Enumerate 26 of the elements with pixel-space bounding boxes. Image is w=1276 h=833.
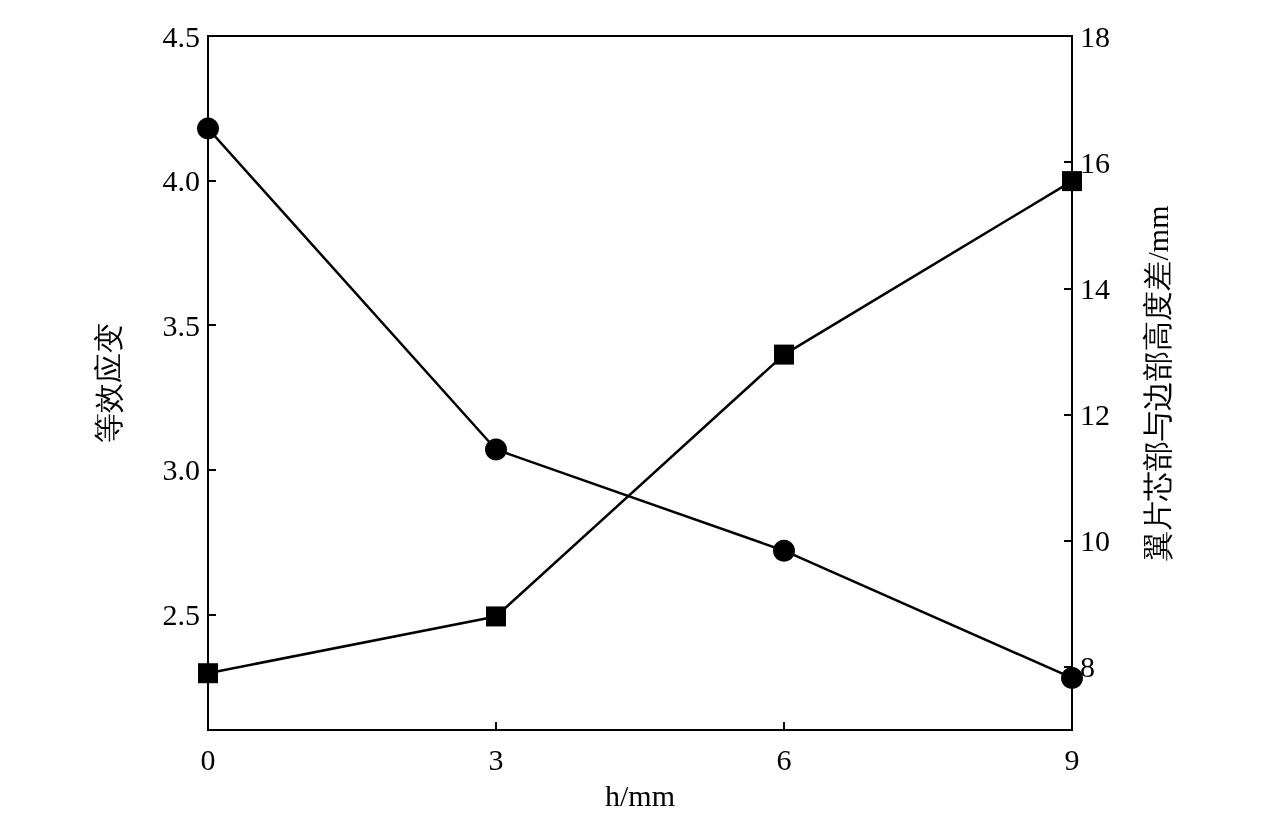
y2-tick-label: 14 [1080, 271, 1110, 305]
y2-tick-label: 10 [1080, 524, 1110, 558]
point [198, 663, 218, 684]
x-tick-label: 9 [1064, 742, 1080, 776]
x-tick-label: 3 [488, 742, 504, 776]
y2-tick-label: 12 [1080, 398, 1110, 432]
y-tick-label: 2.5 [162, 597, 200, 631]
y2-tick-label: 18 [1080, 19, 1110, 53]
point [486, 606, 506, 627]
y2-tick-label: 8 [1080, 650, 1095, 684]
point [197, 117, 219, 140]
y-tick-label: 3.0 [162, 453, 200, 487]
point [1062, 171, 1082, 192]
point [773, 539, 795, 562]
x-axis-title: h/mm [604, 778, 676, 812]
x-tick-label: 0 [200, 742, 216, 776]
point [774, 344, 794, 365]
x-tick-label: 6 [776, 742, 792, 776]
y2-axis-title: 翼片芯部与边部高度差/mm [1140, 205, 1174, 561]
y-tick-label: 4.0 [162, 164, 200, 198]
y-tick-label: 4.5 [162, 19, 200, 53]
point [485, 438, 507, 461]
point [1061, 666, 1083, 689]
y2-tick-label: 16 [1080, 145, 1110, 179]
y-tick-label: 3.5 [162, 308, 200, 342]
y-axis-title: 等效应变 [91, 323, 125, 443]
